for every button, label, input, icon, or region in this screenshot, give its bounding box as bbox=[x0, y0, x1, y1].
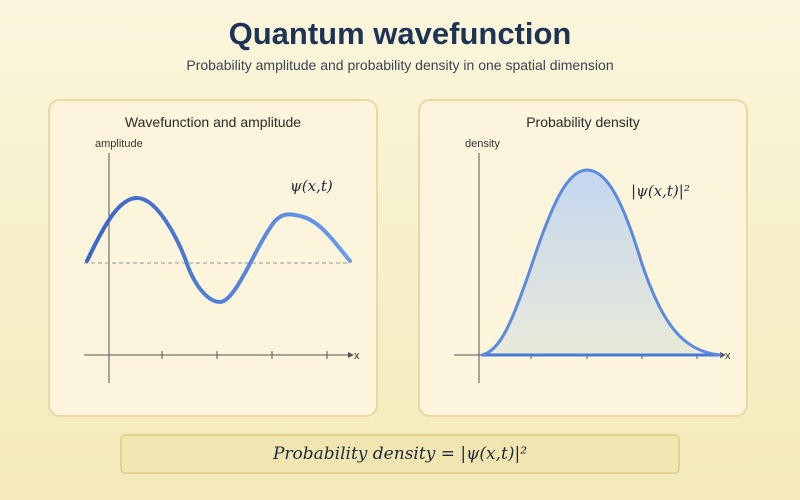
page-subtitle: Probability amplitude and probability de… bbox=[186, 57, 614, 73]
formula-text: Probability density = |ψ(x,t)|² bbox=[272, 444, 528, 464]
wavefunction-panel-title: Wavefunction and amplitude bbox=[124, 114, 302, 130]
x-axis-arrow-icon bbox=[348, 352, 354, 358]
wavefunction-curve bbox=[85, 195, 352, 305]
page-title: Quantum wavefunction bbox=[228, 16, 572, 51]
density-plot: density x |ψ(x,t)|² bbox=[454, 138, 731, 383]
x-axis-arrow-icon bbox=[720, 352, 726, 358]
formula-box: Probability density = |ψ(x,t)|² bbox=[120, 434, 680, 474]
density-axis-label: density bbox=[465, 138, 500, 150]
density-panel-title: Probability density bbox=[526, 114, 640, 130]
wavefunction-plot: amplitude x ψ(x,t) bbox=[84, 138, 360, 383]
x-axis-ticks bbox=[161, 351, 328, 359]
density-panel: Probability density density x |ψ(x,t)|² bbox=[418, 99, 748, 417]
density-curve-label: |ψ(x,t)|² bbox=[631, 182, 690, 200]
wavefunction-panel: Wavefunction and amplitude amplitude x ψ… bbox=[48, 99, 378, 417]
amplitude-axis-label: amplitude bbox=[95, 138, 143, 150]
density-curve bbox=[480, 168, 722, 357]
density-area bbox=[482, 170, 720, 355]
x-axis-label: x bbox=[354, 350, 360, 362]
x-axis-label: x bbox=[725, 350, 731, 362]
wavefunction-curve-label: ψ(x,t) bbox=[290, 177, 333, 195]
